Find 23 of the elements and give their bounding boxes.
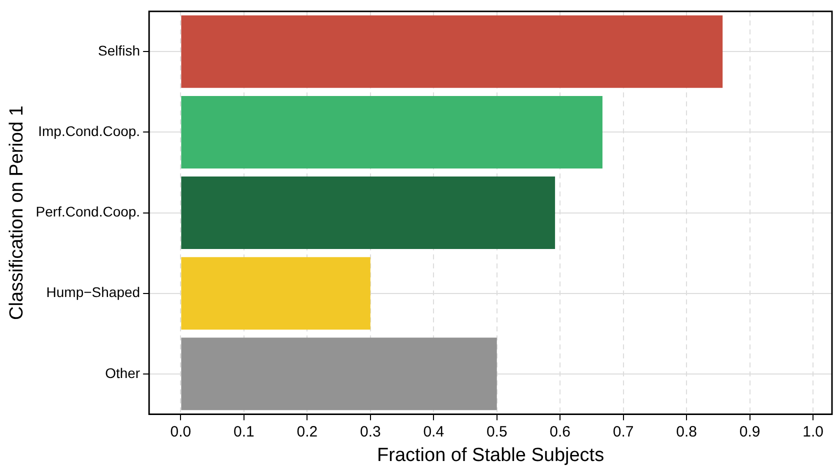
bar xyxy=(181,176,556,250)
y-tick-label: Selfish xyxy=(98,42,140,59)
y-axis-title: Classification on Period 1 xyxy=(6,106,28,320)
bar xyxy=(181,338,497,410)
bar xyxy=(181,15,723,88)
x-tick-label: 1.0 xyxy=(802,423,824,440)
x-tick-label: 0.4 xyxy=(423,423,444,440)
bar xyxy=(181,96,602,168)
x-tick-label: 0.6 xyxy=(550,423,571,440)
y-tick-label: Hump−Shaped xyxy=(46,284,140,300)
y-tick-label: Perf.Cond.Coop. xyxy=(36,204,140,220)
x-tick-label: 0.1 xyxy=(234,423,254,440)
x-tick-label: 0.8 xyxy=(676,423,697,440)
x-tick-label: 0.9 xyxy=(739,423,760,440)
bar xyxy=(181,257,370,330)
x-axis-title: Fraction of Stable Subjects xyxy=(377,444,604,466)
y-tick-label: Other xyxy=(105,364,140,381)
x-tick-label: 0.5 xyxy=(486,423,508,440)
x-tick-label: 0.0 xyxy=(170,423,192,440)
x-tick-label: 0.2 xyxy=(296,423,318,440)
y-tick-label: Imp.Cond.Coop. xyxy=(38,123,140,140)
x-tick-label: 0.3 xyxy=(360,423,381,440)
x-tick-label: 0.7 xyxy=(612,423,634,440)
